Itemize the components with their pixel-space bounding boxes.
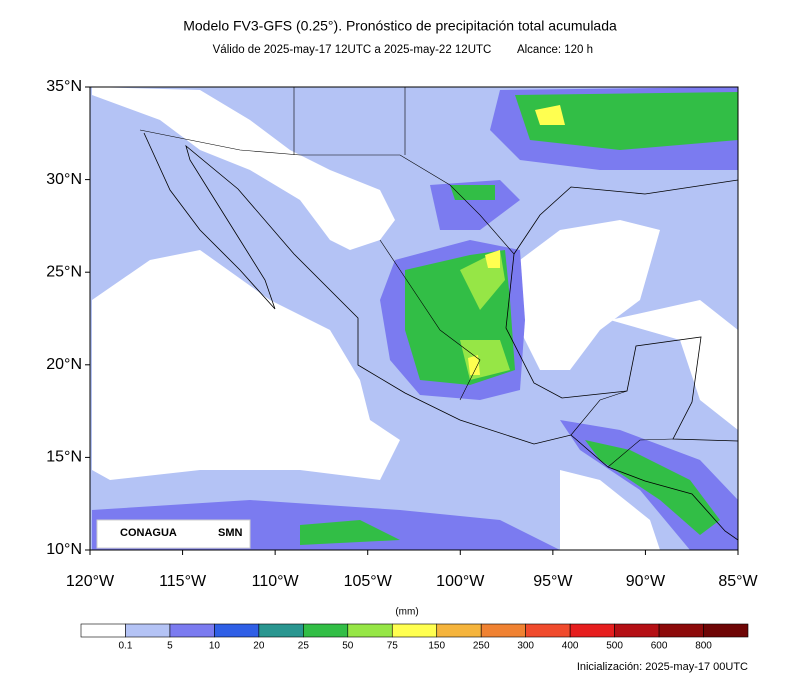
lat-label: 25°N (46, 263, 82, 280)
colorbar-box (80, 623, 126, 638)
lon-label: 110°W (252, 573, 300, 590)
logo: CONAGUA (120, 527, 177, 539)
colorbar-box (391, 623, 438, 638)
colorbar-label: 5 (167, 641, 173, 652)
colorbar-box (480, 623, 526, 638)
lat-label: 20°N (46, 356, 82, 373)
colorbar-box (169, 623, 215, 638)
map: CONAGUA SMN (89, 86, 739, 551)
colorbar-label: 10 (209, 641, 221, 652)
colorbar-label: 50 (342, 641, 354, 652)
colorbar-label: 250 (473, 641, 490, 652)
colorbar-label: 400 (562, 641, 579, 652)
colorbar-box (436, 623, 482, 638)
colorbar-label: 150 (428, 641, 445, 652)
colorbar-box (214, 623, 260, 638)
colorbar-box (525, 623, 571, 638)
colorbar-box (303, 623, 349, 638)
logo: SMN (218, 527, 243, 539)
init: Inicialización: 2025-may-17 00UTC (577, 661, 748, 673)
colorbar-label: 20 (253, 641, 265, 652)
colorbar-label: 800 (695, 641, 712, 652)
lat-label: 15°N (46, 449, 82, 466)
lat-label: 30°N (46, 171, 82, 188)
colorbar-box (347, 623, 393, 638)
lon-label: 115°W (159, 573, 207, 590)
colorbar-box (614, 623, 660, 638)
colorbar-label: 25 (298, 641, 310, 652)
colorbar-label: 600 (651, 641, 668, 652)
subtitle: Válido de 2025-may-17 12UTC a 2025-may-2… (213, 44, 492, 56)
lat-label: 10°N (46, 541, 82, 558)
lon-label: 120°W (66, 573, 115, 590)
title: Modelo FV3-GFS (0.25°). Pronóstico de pr… (183, 18, 617, 34)
colorbar-label: 500 (606, 641, 623, 652)
colorbar-box (658, 623, 704, 638)
colorbar-label: 75 (387, 641, 399, 652)
colorbar-box (569, 623, 615, 638)
colorbar-unit: (mm) (395, 607, 418, 618)
colorbar-label: 300 (517, 641, 534, 652)
colorbar-box (258, 623, 304, 638)
colorbar-box (703, 623, 749, 638)
lon-label: 105°W (344, 573, 393, 590)
lon-label: 100°W (436, 573, 485, 590)
colorbar-box (125, 623, 171, 638)
range: Alcance: 120 h (517, 44, 593, 56)
lon-label: 90°W (626, 573, 666, 590)
lon-label: 85°W (718, 573, 758, 590)
lat-label: 35°N (46, 78, 82, 95)
colorbar-label: 0.1 (119, 641, 133, 652)
lon-label: 95°W (533, 573, 573, 590)
